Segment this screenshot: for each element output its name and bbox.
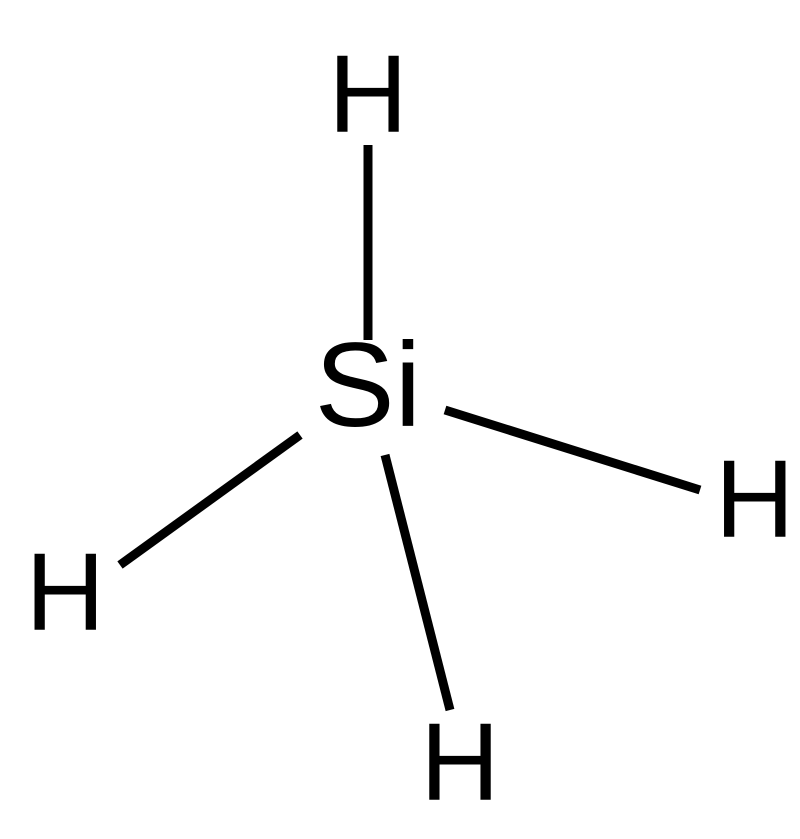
atom-H_right: H <box>715 438 794 561</box>
atom-H_left: H <box>26 531 105 654</box>
atoms-group: Si H H H H <box>26 33 795 824</box>
atom-Si: Si <box>315 318 422 452</box>
molecule-diagram: Si H H H H <box>0 0 800 839</box>
atom-H_bottom: H <box>420 701 499 824</box>
bond-Si-H_right <box>445 410 700 490</box>
atom-H_top: H <box>328 33 407 156</box>
bond-Si-H_bottom <box>385 455 450 710</box>
bond-Si-H_left <box>120 435 300 565</box>
